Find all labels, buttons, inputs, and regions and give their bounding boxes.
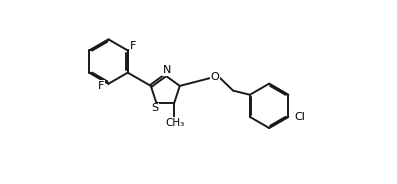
Text: S: S: [151, 103, 158, 114]
Text: Cl: Cl: [294, 112, 305, 122]
Text: F: F: [129, 41, 136, 51]
Text: CH₃: CH₃: [165, 118, 185, 128]
Text: O: O: [211, 72, 220, 82]
Text: F: F: [98, 81, 104, 91]
Text: N: N: [163, 65, 171, 75]
